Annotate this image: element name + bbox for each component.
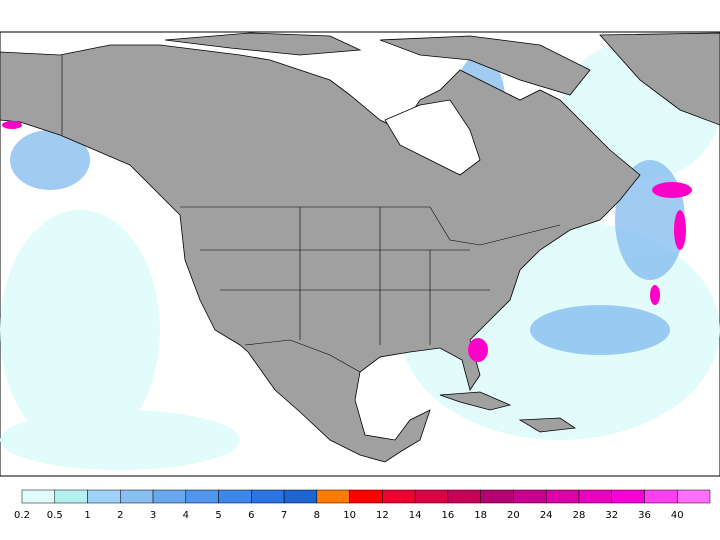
- legend-label: 5: [215, 510, 221, 521]
- legend-swatch: [611, 489, 645, 504]
- legend-label: 6: [248, 510, 254, 521]
- legend-swatch: [152, 489, 187, 504]
- legend-swatch: [185, 489, 219, 504]
- legend-label: 14: [409, 510, 422, 521]
- legend-label: 1: [84, 510, 90, 521]
- legend-swatch: [578, 489, 612, 504]
- legend-swatch: [218, 489, 252, 504]
- legend-swatch: [21, 489, 56, 504]
- legend-label: 0.2: [14, 510, 30, 521]
- legend-label: 0.5: [47, 510, 63, 521]
- legend-label: 10: [343, 510, 356, 521]
- legend-label: 36: [638, 510, 651, 521]
- legend-label: 40: [671, 510, 684, 521]
- legend-swatch: [349, 489, 383, 504]
- legend-label: 28: [573, 510, 586, 521]
- legend-swatch: [54, 489, 88, 504]
- legend-swatch: [283, 489, 318, 504]
- legend-label: 12: [376, 510, 389, 521]
- legend-swatch: [447, 489, 481, 504]
- legend-swatch: [545, 489, 580, 504]
- legend-swatch: [480, 489, 514, 504]
- borders: [61, 55, 561, 373]
- legend-label: 4: [183, 510, 189, 521]
- legend-swatch: [644, 489, 678, 504]
- heavy-precip: [2, 121, 692, 362]
- legend-label: 2: [117, 510, 123, 521]
- legend-label: 24: [540, 510, 553, 521]
- legend-swatch: [316, 489, 350, 504]
- legend-label: 3: [150, 510, 156, 521]
- legend-swatch: [251, 489, 285, 504]
- legend-swatch: [87, 489, 121, 504]
- legend-swatch: [414, 489, 449, 504]
- legend: 0.2 0.5 1 2 3 4 5 6 7 8 10 12 14 16 18 20 24 28 32 36 40: [14, 489, 711, 521]
- land: [0, 32, 720, 463]
- legend-swatch: [382, 489, 416, 504]
- legend-label: 16: [442, 510, 455, 521]
- legend-swatch: [120, 489, 154, 504]
- legend-label: 7: [281, 510, 287, 521]
- legend-swatch: [676, 489, 711, 504]
- legend-swatch: [513, 489, 547, 504]
- legend-label: 20: [507, 510, 520, 521]
- legend-label: 8: [314, 510, 320, 521]
- legend-label: 32: [605, 510, 618, 521]
- hudson-bay: [384, 99, 481, 176]
- legend-label: 18: [474, 510, 487, 521]
- map: [0, 31, 720, 477]
